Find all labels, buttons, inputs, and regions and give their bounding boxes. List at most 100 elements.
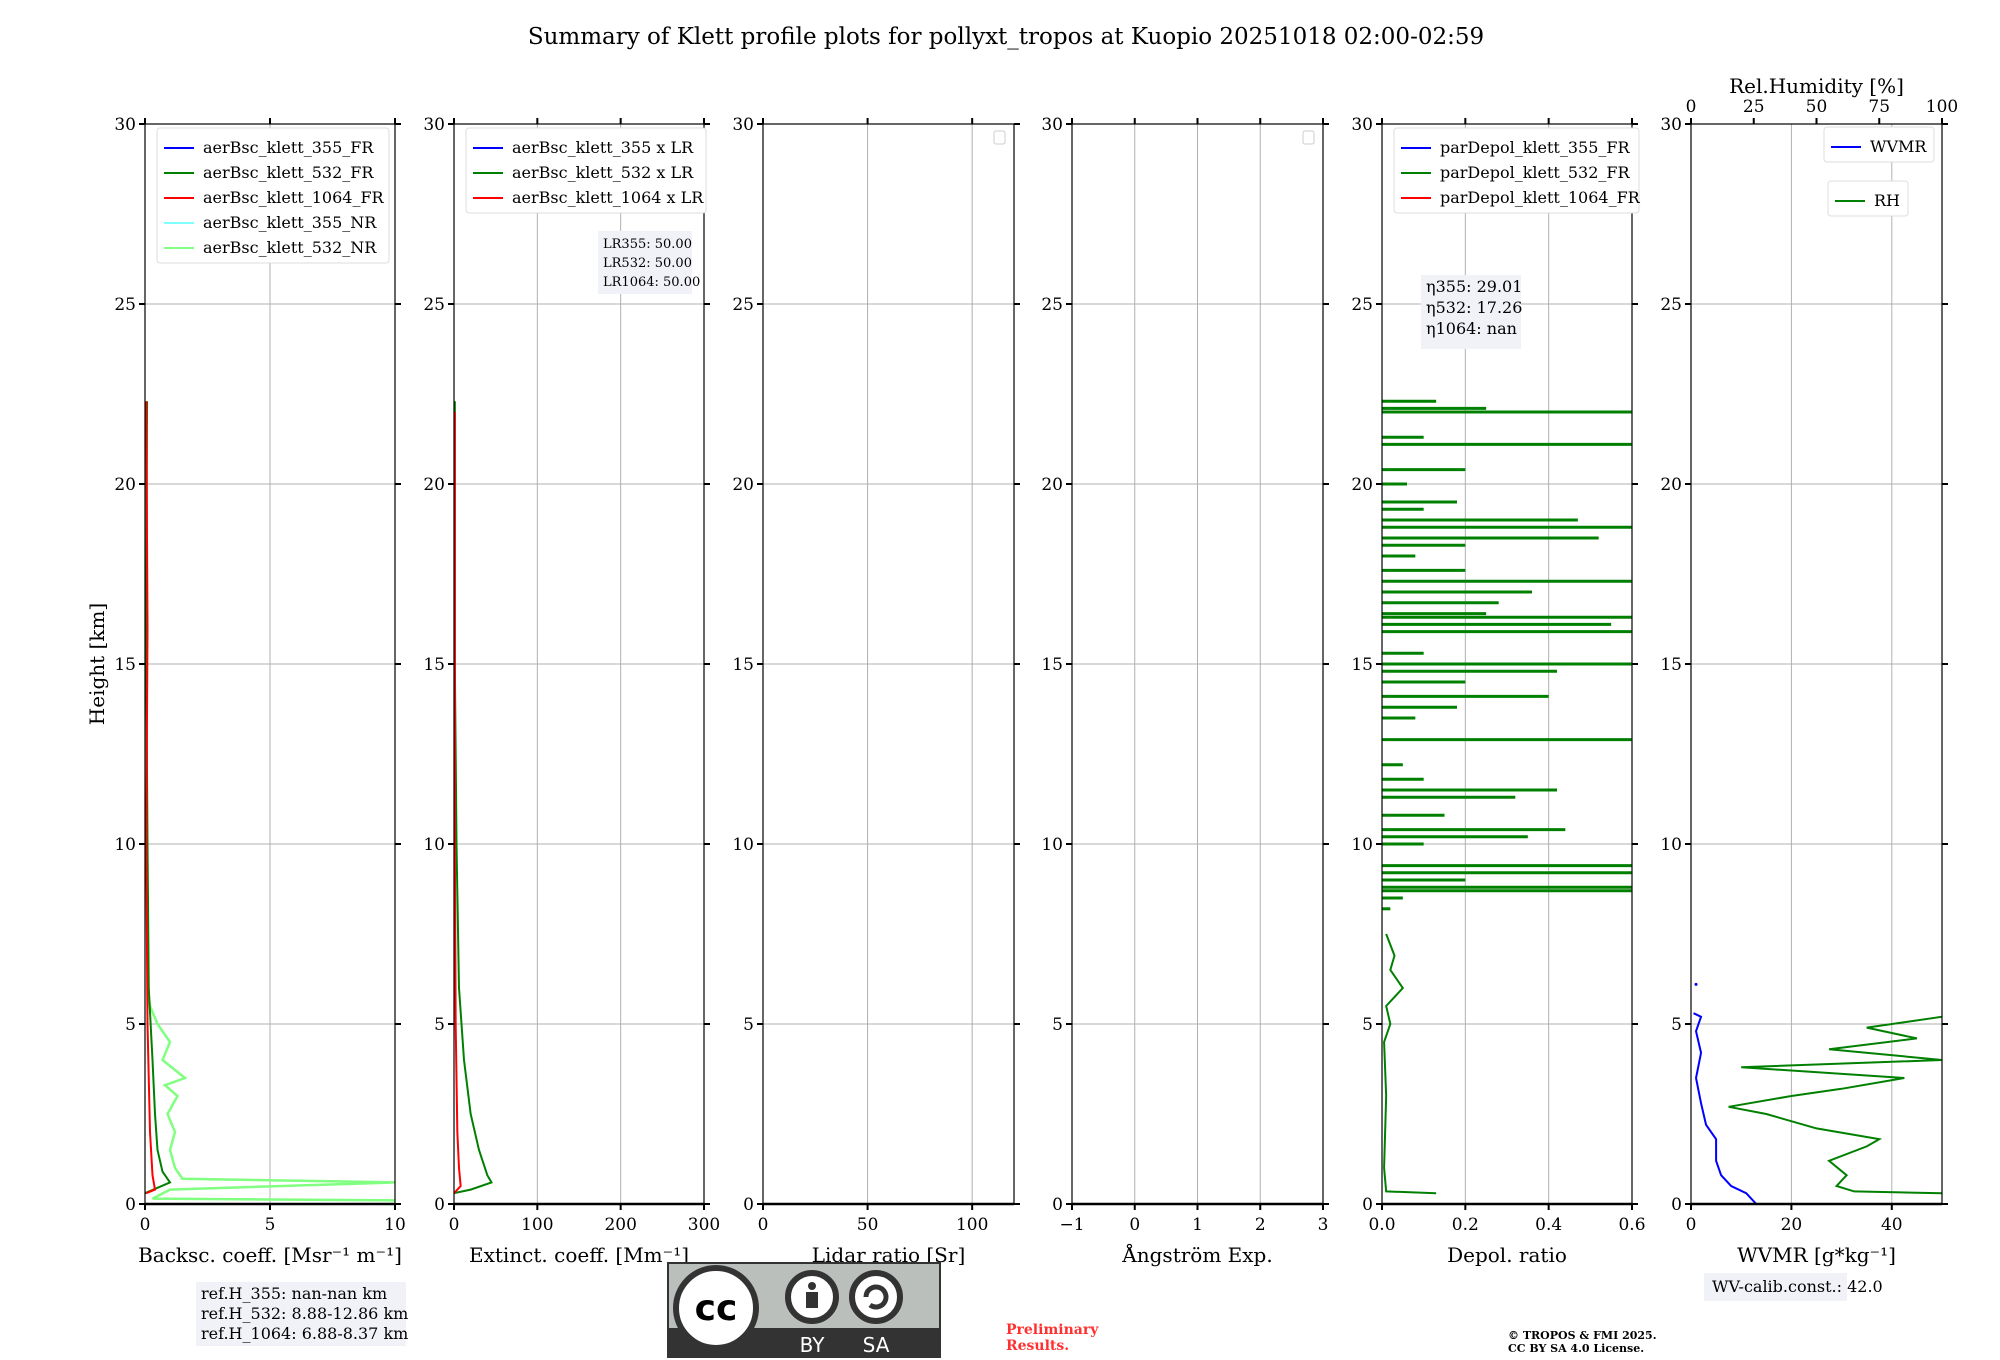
x-tick-label: 20 [1781, 1215, 1803, 1235]
wvmr-point [1694, 982, 1698, 986]
panel-1: 0 5 10 15 20 25 30 0 5 10 Backsc. coeff. [Msr⁻¹ m⁻… [85, 115, 408, 1346]
x-tick-label: 0.6 [1618, 1215, 1645, 1235]
y-tick-label: 0 [125, 1195, 136, 1215]
top-x-tick-label: 0 [1686, 97, 1697, 117]
preliminary-note: Preliminary Results. [1006, 1322, 1099, 1354]
y-tick-label: 25 [114, 295, 136, 315]
series-line-aerBsc_klett_1064 x LR [454, 412, 462, 1194]
cc-license-logo: cc BY SA [667, 1262, 941, 1358]
top-x-tick-label: 75 [1868, 97, 1890, 117]
y-tick-label: 30 [1351, 115, 1373, 135]
copyright-note: © TROPOS & FMI 2025. CC BY SA 4.0 License… [1508, 1329, 1657, 1355]
legend-entry: aerBsc_klett_532_FR [203, 163, 374, 182]
annotation-text: LR1064: 50.00 [603, 275, 700, 290]
x-axis-label: WVMR [g*kg⁻¹] [1737, 1243, 1896, 1267]
series-group [1693, 982, 1942, 1204]
legend-box [465, 127, 707, 214]
x-axis-label: Backsc. coeff. [Msr⁻¹ m⁻¹] [138, 1243, 402, 1267]
legend-entry: parDepol_klett_1064_FR [1440, 188, 1641, 207]
y-tick-label: 10 [1041, 835, 1063, 855]
x-tick-label: 0 [140, 1215, 151, 1235]
legend: parDepol_klett_355_FR parDepol_klett_532_… [1393, 127, 1641, 214]
y-tick-label: 20 [1041, 475, 1063, 495]
y-tick-label: 30 [423, 115, 445, 135]
top-x-tick-label: 50 [1806, 97, 1828, 117]
annotation-text: WV-calib.const.: 42.0 [1712, 1277, 1883, 1296]
y-tick-label: 5 [1671, 1015, 1682, 1035]
y-tick-label: 10 [1660, 835, 1682, 855]
annotation-text: LR355: 50.00 [603, 237, 692, 252]
series-line-aerBsc_klett_1064_FR [145, 401, 157, 1195]
x-tick-label: 300 [688, 1215, 720, 1235]
legend: aerBsc_klett_355_FR aerBsc_klett_532_FRae… [156, 127, 390, 264]
legend-entry: aerBsc_klett_355_NR [203, 213, 377, 232]
series-line-aerBsc_klett_532 x LR [454, 401, 493, 1195]
license-sa: SA [863, 1333, 890, 1357]
legend-entry: aerBsc_klett_532_NR [203, 238, 377, 257]
annotation-box [598, 231, 692, 294]
x-tick-label: 0.0 [1368, 1215, 1395, 1235]
top-x-tick-label: 100 [1926, 97, 1958, 117]
series-line-WVMR [1693, 1012, 1757, 1204]
legend-entry: aerBsc_klett_355 x LR [512, 138, 694, 157]
y-tick-label: 30 [114, 115, 136, 135]
y-tick-label: 20 [114, 475, 136, 495]
legend: RH [1827, 180, 1909, 217]
y-tick-label: 15 [732, 655, 754, 675]
y-tick-label: 10 [423, 835, 445, 855]
series-group [145, 401, 395, 1202]
series-line-aerBsc_klett_532_NR [146, 987, 395, 1202]
x-tick-label: 50 [857, 1215, 879, 1235]
y-tick-label: 0 [1671, 1195, 1682, 1215]
legend-box [1393, 127, 1640, 214]
top-x-tick-label: 25 [1743, 97, 1765, 117]
svg-text:cc: cc [695, 1288, 738, 1329]
x-axis-label: Depol. ratio [1447, 1243, 1567, 1267]
y-axis-label: Height [km] [85, 603, 109, 725]
y-tick-label: 15 [1660, 655, 1682, 675]
figure-title: Summary of Klett profile plots for polly… [528, 24, 1484, 50]
y-tick-label: 25 [1351, 295, 1373, 315]
annotation-text: ref.H_355: nan-nan km [201, 1284, 387, 1303]
y-tick-label: 0 [1362, 1195, 1373, 1215]
legend-entry: RH [1874, 191, 1900, 210]
x-tick-label: −1 [1059, 1215, 1084, 1235]
empty-legend-box [1302, 130, 1315, 145]
y-tick-label: 25 [1660, 295, 1682, 315]
x-tick-label: 0 [1129, 1215, 1140, 1235]
y-tick-label: 25 [1041, 295, 1063, 315]
y-tick-label: 10 [1351, 835, 1373, 855]
annotation-text: ref.H_1064: 6.88-8.37 km [201, 1324, 408, 1343]
x-tick-label: 1 [1192, 1215, 1203, 1235]
y-tick-label: 5 [125, 1015, 136, 1035]
y-tick-label: 25 [732, 295, 754, 315]
series-line-parDepol_klett_532_FR [1383, 933, 1437, 1195]
y-tick-label: 15 [423, 655, 445, 675]
legend-entry: parDepol_klett_355_FR [1440, 138, 1631, 157]
x-tick-label: 100 [956, 1215, 988, 1235]
x-axis-label: Extinct. coeff. [Mm⁻¹] [469, 1243, 689, 1267]
series-group [454, 401, 493, 1195]
y-tick-label: 15 [114, 655, 136, 675]
y-tick-label: 0 [743, 1195, 754, 1215]
x-tick-label: 3 [1318, 1215, 1329, 1235]
x-tick-label: 100 [521, 1215, 553, 1235]
legend: WVMR [1823, 126, 1935, 163]
legend-box [156, 127, 390, 264]
annotation-text: η355: 29.01 [1426, 277, 1522, 296]
annotation-text: η532: 17.26 [1426, 298, 1522, 317]
y-tick-label: 5 [1362, 1015, 1373, 1035]
annotation-text: η1064: nan [1426, 319, 1517, 338]
y-tick-label: 30 [1041, 115, 1063, 135]
x-axis-label: Ångström Exp. [1121, 1242, 1272, 1267]
y-tick-label: 20 [1660, 475, 1682, 495]
x-tick-label: 10 [384, 1215, 406, 1235]
legend-entry: aerBsc_klett_355_FR [203, 138, 374, 157]
annotation-box [1421, 275, 1521, 349]
legend-entry: aerBsc_klett_532 x LR [512, 163, 694, 182]
x-tick-label: 0 [758, 1215, 769, 1235]
x-tick-label: 40 [1881, 1215, 1903, 1235]
panel-5: 0 5 10 15 20 25 30 0.0 0.2 0.4 0.6 Depol. ratio parD… [1351, 115, 1645, 1267]
